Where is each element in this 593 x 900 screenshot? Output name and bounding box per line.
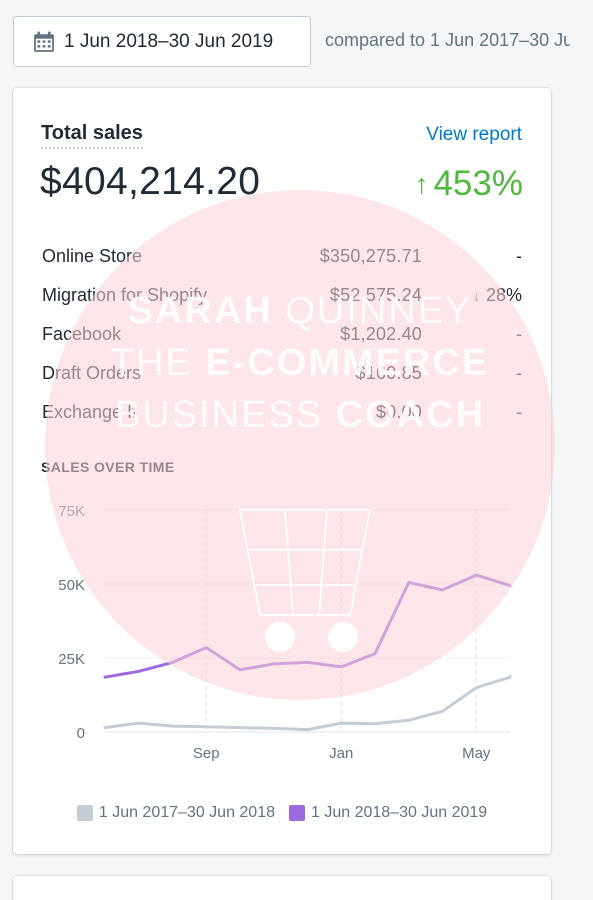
channel-change-value: -: [516, 324, 522, 344]
legend-item-current[interactable]: 1 Jun 2018–30 Jun 2019: [289, 804, 487, 822]
breakdown-row: Online Store $350,275.71 -: [42, 238, 522, 277]
comparison-label: compared to 1 Jun 2017–30 Jun 2018: [325, 30, 570, 50]
channel-change: -: [516, 324, 522, 345]
breakdown-row: Migration for Shopify $52,575.24 ↓ 28%: [42, 277, 522, 316]
legend-item-previous[interactable]: 1 Jun 2017–30 Jun 2018: [76, 804, 275, 822]
sales-over-time-title: SALES OVER TIME: [41, 459, 175, 475]
breakdown-row: Exchange It $0.00 -: [42, 394, 522, 433]
channel-change: ↓ 28%: [473, 285, 522, 306]
date-range-label: 1 Jun 2018–30 Jun 2019: [64, 30, 274, 52]
channel-change-value: -: [516, 246, 522, 266]
channel-name: Online Store: [42, 246, 143, 266]
card-title[interactable]: Total sales: [41, 122, 143, 149]
y-tick-label: 50K: [58, 577, 85, 594]
channel-name: Facebook: [42, 324, 122, 344]
view-report-link[interactable]: View report: [426, 124, 522, 145]
x-tick-label: May: [462, 745, 491, 762]
x-tick-label: Sep: [193, 745, 220, 762]
channel-value: $160.85: [355, 363, 422, 383]
calendar-icon: [34, 31, 54, 52]
legend-label-previous: 1 Jun 2017–30 Jun 2018: [98, 804, 275, 821]
total-sales-change: ↑ 453%: [415, 164, 523, 204]
arrow-down-icon: ↓: [472, 287, 480, 304]
series-line-previous: [103, 674, 512, 732]
y-tick-label: 0: [77, 725, 85, 742]
channel-name: Migration for Shopify: [42, 285, 208, 305]
channel-change: -: [516, 246, 522, 267]
total-sales-change-value: 453%: [433, 164, 523, 203]
y-tick-label: 25K: [58, 651, 85, 668]
channel-change: -: [516, 363, 522, 384]
y-tick-label: 75K: [58, 503, 85, 520]
total-sales-card: Total sales View report $404,214.20 ↑ 45…: [13, 88, 551, 854]
legend-label-current: 1 Jun 2018–30 Jun 2019: [311, 804, 488, 821]
series-line-current: [103, 573, 512, 679]
channel-change: -: [516, 402, 522, 423]
channel-value: $350,275.71: [319, 246, 422, 266]
date-range-button[interactable]: 1 Jun 2018–30 Jun 2019: [13, 16, 311, 67]
channel-name: Exchange It: [42, 402, 138, 422]
next-card: [13, 876, 551, 900]
channel-change-value: -: [516, 363, 522, 383]
breakdown-row: Draft Orders $160.85 -: [42, 355, 522, 394]
channel-value: $52,575.24: [329, 285, 422, 305]
total-sales-amount: $404,214.20: [40, 160, 261, 203]
legend-swatch-previous: [76, 805, 93, 821]
legend-swatch-current: [289, 805, 305, 821]
sales-breakdown: Online Store $350,275.71 - Migration for…: [42, 238, 522, 433]
channel-name: Draft Orders: [42, 363, 142, 383]
channel-value: $1,202.40: [340, 324, 422, 344]
sales-over-time-chart[interactable]: 0 25K 50K 75K Sep Jan May: [13, 488, 551, 808]
x-tick-label: Jan: [329, 745, 353, 762]
arrow-up-icon: ↑: [414, 168, 429, 199]
chart-legend: 1 Jun 2017–30 Jun 2018 1 Jun 2018–30 Jun…: [13, 804, 551, 822]
channel-value: $0.00: [375, 402, 422, 422]
breakdown-row: Facebook $1,202.40 -: [42, 316, 522, 355]
channel-change-value: 28%: [485, 285, 522, 305]
channel-change-value: -: [516, 402, 522, 422]
